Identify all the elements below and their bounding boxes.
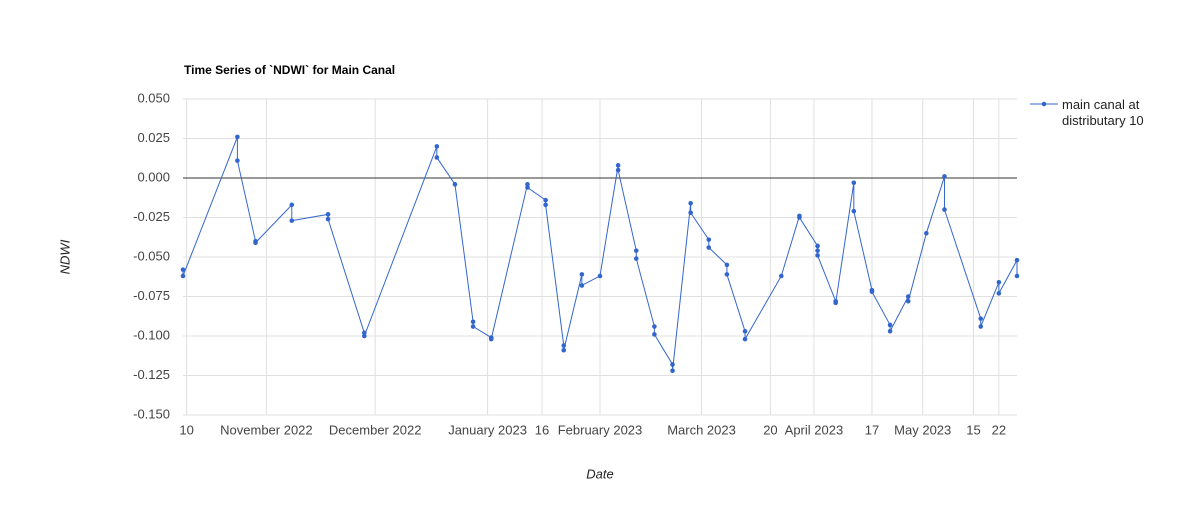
y-tick-label: -0.125 (133, 367, 170, 382)
data-point (887, 328, 893, 334)
data-point (978, 316, 984, 321)
data-point (688, 200, 693, 206)
y-axis-title: NDWI (57, 239, 72, 274)
legend-label: main canal at distributary 10 (1062, 97, 1144, 128)
y-tick-label: -0.025 (133, 209, 170, 224)
x-tick-label: 10 (179, 422, 193, 437)
data-point (905, 294, 911, 299)
data-point (1014, 273, 1020, 279)
x-tick-label: December 2022 (329, 422, 422, 437)
data-point (978, 324, 984, 329)
data-point (452, 182, 458, 187)
x-tick-label: April 2023 (785, 422, 844, 437)
data-point (470, 319, 476, 325)
y-tick-label: -0.075 (133, 288, 170, 303)
data-point (525, 182, 530, 187)
data-point (815, 243, 820, 249)
data-point (235, 134, 240, 140)
data-point (579, 283, 585, 288)
data-point (362, 330, 367, 336)
data-point (652, 324, 657, 329)
grid (183, 98, 1017, 416)
y-tick-label: -0.150 (133, 406, 170, 421)
data-point (362, 333, 367, 339)
data-point (525, 185, 530, 190)
data-point (289, 218, 295, 223)
plot-area (180, 134, 1020, 374)
data-point (543, 202, 548, 208)
data-point (470, 324, 476, 329)
data-point (706, 245, 712, 250)
data-point (688, 210, 693, 216)
data-point (851, 208, 857, 214)
y-tick-label: 0.000 (137, 169, 170, 184)
data-point (724, 272, 730, 277)
data-point (325, 216, 331, 222)
data-point (615, 163, 621, 168)
y-tick-label: -0.100 (133, 327, 170, 342)
x-tick-label: May 2023 (894, 422, 951, 437)
data-point (633, 256, 639, 261)
data-point (779, 273, 784, 279)
x-tick-label: November 2022 (220, 422, 313, 437)
data-point (434, 155, 440, 160)
data-point (924, 231, 929, 236)
y-tick-label: -0.050 (133, 248, 170, 263)
data-point (797, 215, 802, 220)
data-point (942, 207, 947, 212)
x-tick-label: 20 (763, 422, 777, 437)
data-point (1014, 257, 1020, 263)
data-point (706, 237, 712, 242)
data-point (543, 197, 548, 203)
data-point (615, 167, 621, 173)
data-point (942, 174, 947, 179)
data-point (833, 300, 838, 306)
data-point (597, 273, 603, 279)
y-tick-label: 0.025 (137, 130, 170, 145)
x-tick-label: March 2023 (667, 422, 736, 437)
data-point (670, 368, 675, 374)
data-point (996, 291, 1002, 296)
data-point (742, 336, 748, 342)
data-point (815, 248, 820, 253)
x-tick-label: 15 (966, 422, 980, 437)
data-point (887, 322, 893, 328)
data-point (434, 144, 440, 149)
x-tick-label: 17 (865, 422, 879, 437)
x-axis-title: Date (586, 466, 613, 481)
data-point (851, 180, 857, 186)
data-point (488, 336, 494, 342)
data-point (742, 328, 748, 334)
data-point (815, 253, 820, 258)
x-tick-label: February 2023 (558, 422, 643, 437)
data-point (180, 267, 186, 272)
data-point (289, 202, 295, 208)
data-point (905, 298, 911, 304)
data-point (561, 343, 567, 348)
x-tick-label: January 2023 (448, 422, 527, 437)
data-point (724, 262, 730, 268)
y-tick-label: 0.050 (137, 90, 170, 105)
data-point (561, 347, 567, 353)
data-point (869, 289, 875, 295)
chart-title: Time Series of `NDWI` for Main Canal (184, 63, 395, 77)
data-point (235, 158, 240, 163)
data-point (325, 212, 331, 217)
data-point (253, 240, 258, 246)
x-tick-label: 16 (535, 422, 549, 437)
legend-marker (1041, 101, 1047, 107)
data-point (180, 273, 186, 279)
data-point (579, 272, 585, 277)
data-point (670, 362, 675, 367)
data-point (633, 248, 639, 253)
x-tick-label: 22 (992, 422, 1006, 437)
data-point (996, 279, 1002, 285)
data-point (652, 332, 657, 337)
